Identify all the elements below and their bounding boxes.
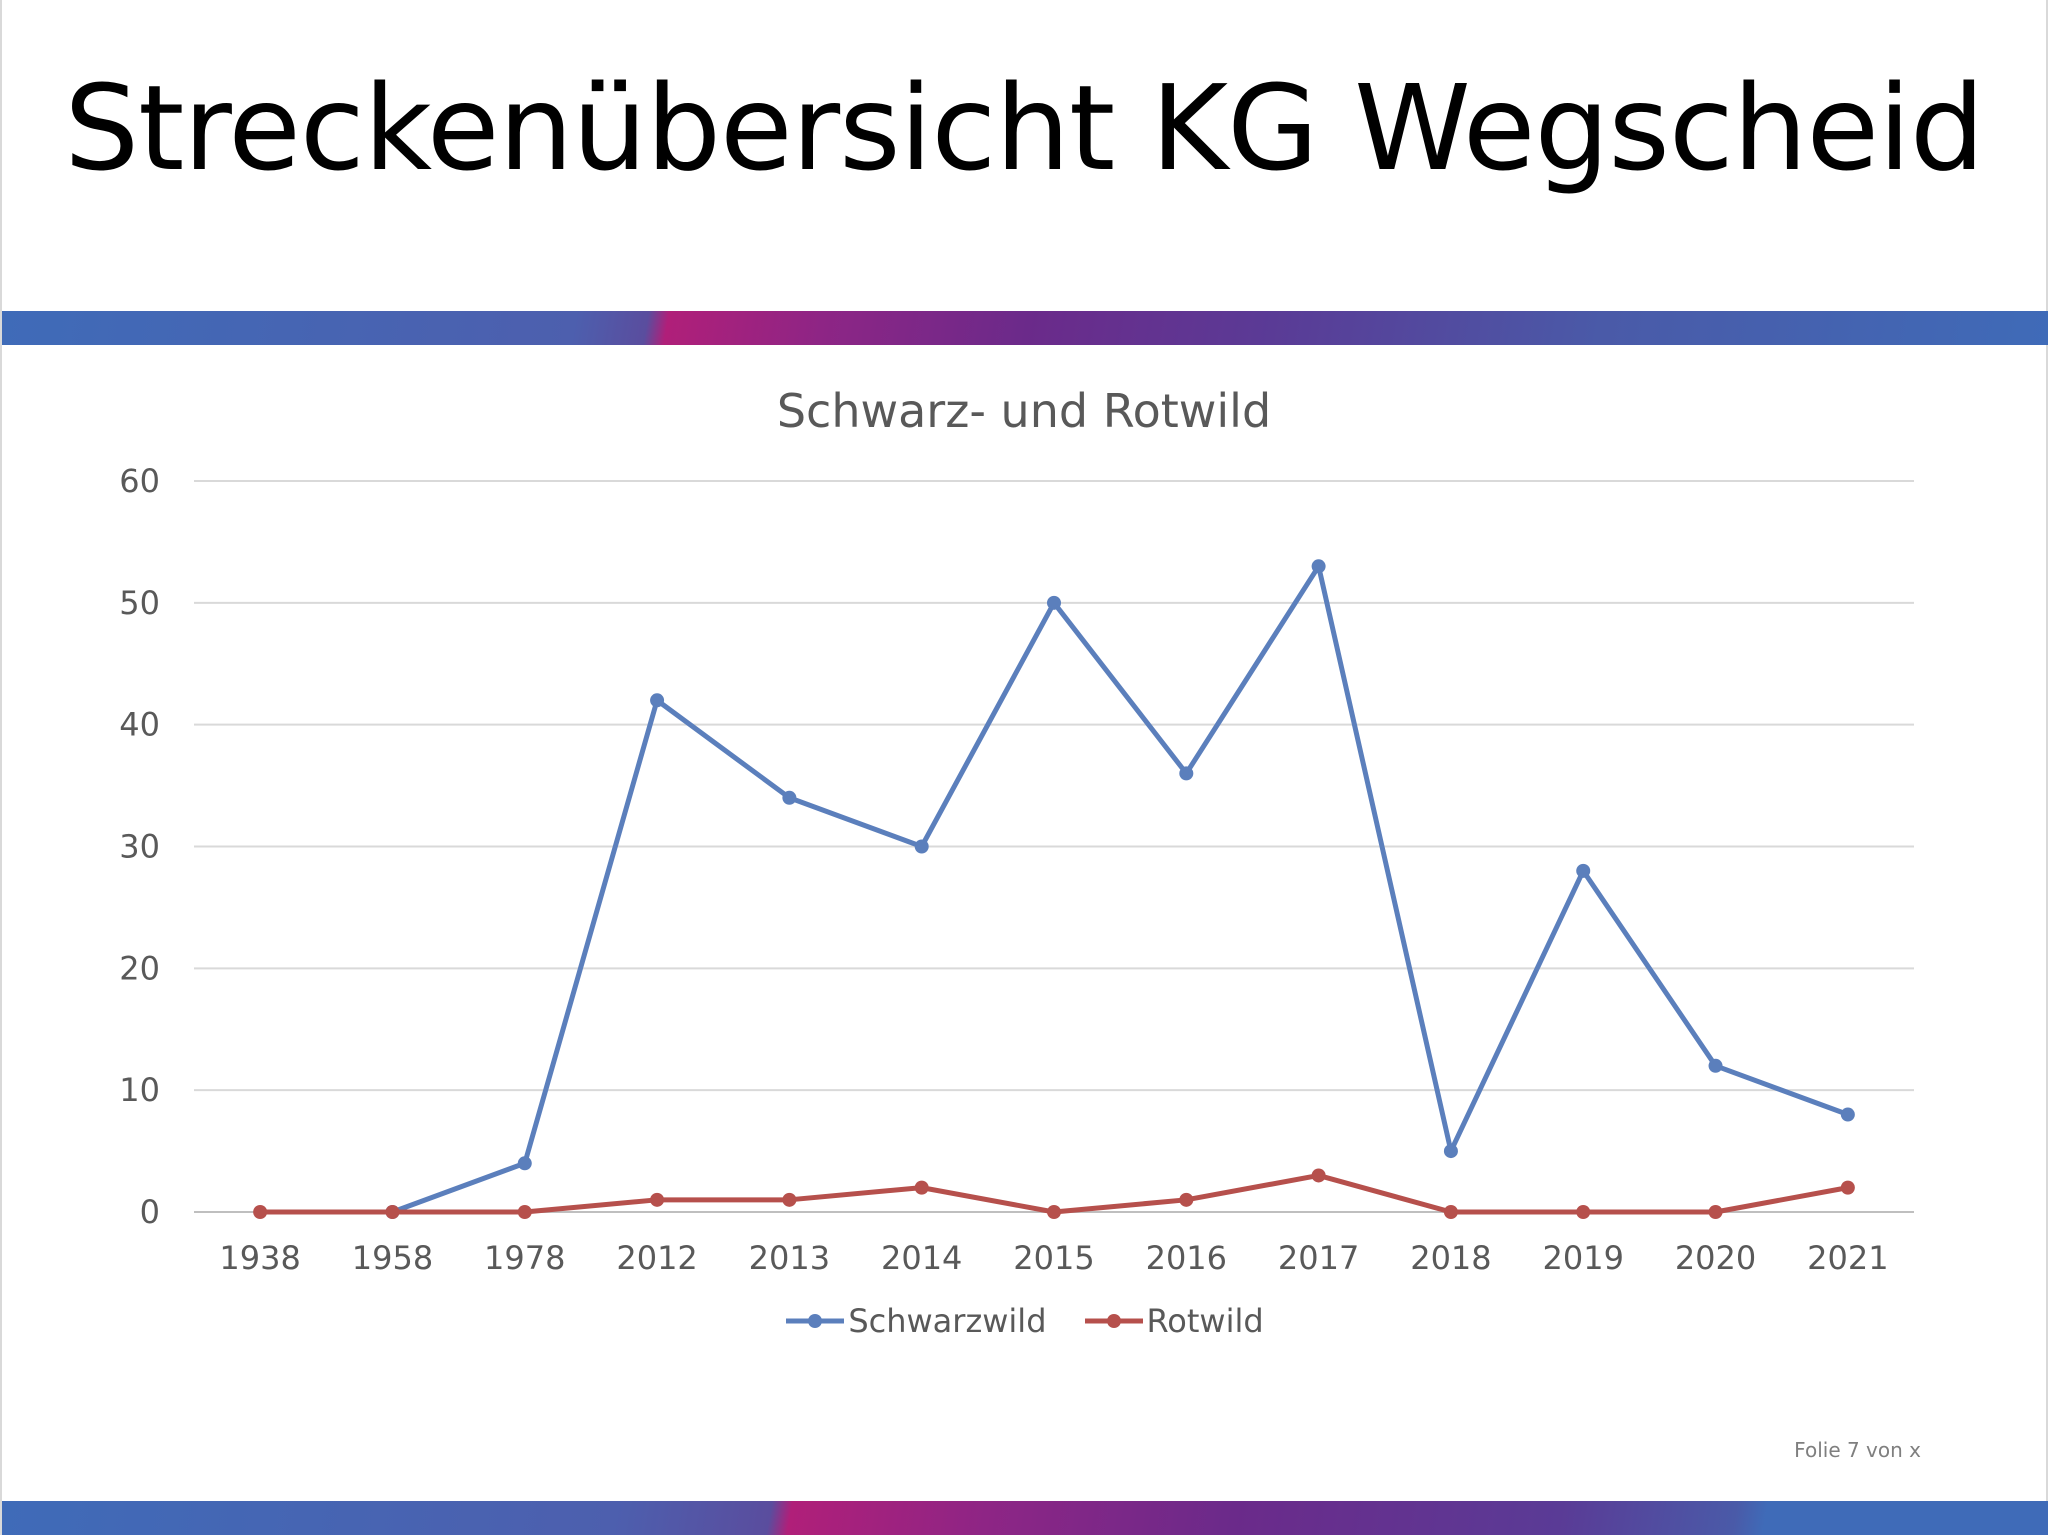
legend-label-rotwild: Rotwild — [1146, 1302, 1264, 1340]
data-point[interactable] — [782, 1192, 797, 1207]
bottom-decorative-band — [2, 1501, 2048, 1535]
y-tick-label: 40 — [119, 706, 160, 744]
data-point[interactable] — [650, 693, 665, 708]
legend-item-rotwild[interactable]: Rotwild — [1083, 1302, 1264, 1340]
y-tick-label: 50 — [119, 584, 160, 622]
x-tick-label: 2014 — [881, 1239, 962, 1277]
data-point[interactable] — [650, 1192, 665, 1207]
data-point[interactable] — [1047, 1205, 1061, 1219]
data-point[interactable] — [1840, 1107, 1855, 1122]
x-axis-ticks: 1938 1958 1978 2012 2013 2014 2015 2016 2017 2018… — [219, 1239, 1888, 1277]
top-decorative-band — [2, 311, 2048, 345]
slide-number: Folie 7 von x — [1794, 1438, 1921, 1462]
x-tick-label: 2021 — [1807, 1239, 1888, 1277]
x-tick-label: 2019 — [1543, 1239, 1624, 1277]
x-tick-label: 2017 — [1278, 1239, 1359, 1277]
data-point[interactable] — [1179, 1192, 1194, 1207]
series-schwarzwild — [385, 559, 1855, 1219]
x-tick-label: 2018 — [1410, 1239, 1491, 1277]
data-point[interactable] — [1708, 1205, 1723, 1219]
y-axis-ticks: 0 10 20 30 40 50 60 — [119, 462, 160, 1231]
data-point[interactable] — [253, 1205, 268, 1219]
data-point[interactable] — [1443, 1205, 1458, 1219]
series-line — [389, 563, 1851, 1215]
data-point[interactable] — [1311, 1168, 1326, 1183]
data-point[interactable] — [1576, 1205, 1591, 1219]
x-tick-label: 2016 — [1146, 1239, 1227, 1277]
legend-item-schwarzwild[interactable]: Schwarzwild — [784, 1302, 1047, 1340]
series-rotwild — [253, 1168, 1855, 1219]
series-lines — [253, 559, 1855, 1219]
slide-title: Streckenübersicht KG Wegscheid — [64, 59, 1985, 197]
x-tick-label: 2013 — [749, 1239, 830, 1277]
data-point[interactable] — [385, 1205, 400, 1219]
gridlines — [194, 480, 1914, 1213]
data-point[interactable] — [1311, 559, 1326, 574]
data-point[interactable] — [782, 790, 797, 805]
data-point[interactable] — [914, 1180, 929, 1195]
y-tick-label: 30 — [119, 828, 160, 866]
data-point[interactable] — [517, 1205, 532, 1219]
chart-title: Schwarz- und Rotwild — [776, 384, 1272, 438]
y-tick-label: 0 — [140, 1193, 160, 1231]
x-tick-label: 2012 — [616, 1239, 697, 1277]
y-tick-label: 20 — [119, 949, 160, 987]
x-tick-label: 1958 — [352, 1239, 433, 1277]
legend-swatch-schwarzwild — [786, 1314, 845, 1328]
x-tick-label: 2020 — [1675, 1239, 1756, 1277]
data-point[interactable] — [1047, 595, 1061, 610]
legend: Schwarzwild Rotwild — [2, 1302, 2046, 1340]
data-point[interactable] — [517, 1156, 532, 1171]
data-point[interactable] — [914, 839, 929, 854]
data-point[interactable] — [1179, 766, 1194, 781]
legend-swatch-rotwild — [1084, 1314, 1143, 1328]
data-point[interactable] — [1708, 1058, 1723, 1073]
data-point[interactable] — [1443, 1144, 1458, 1159]
x-tick-label: 1938 — [219, 1239, 300, 1277]
x-tick-label: 1978 — [484, 1239, 565, 1277]
data-point[interactable] — [1576, 863, 1591, 878]
data-point[interactable] — [1840, 1180, 1855, 1195]
legend-label-schwarzwild: Schwarzwild — [848, 1302, 1047, 1340]
x-tick-label: 2015 — [1013, 1239, 1094, 1277]
y-tick-label: 10 — [119, 1071, 160, 1109]
y-tick-label: 60 — [119, 462, 160, 500]
